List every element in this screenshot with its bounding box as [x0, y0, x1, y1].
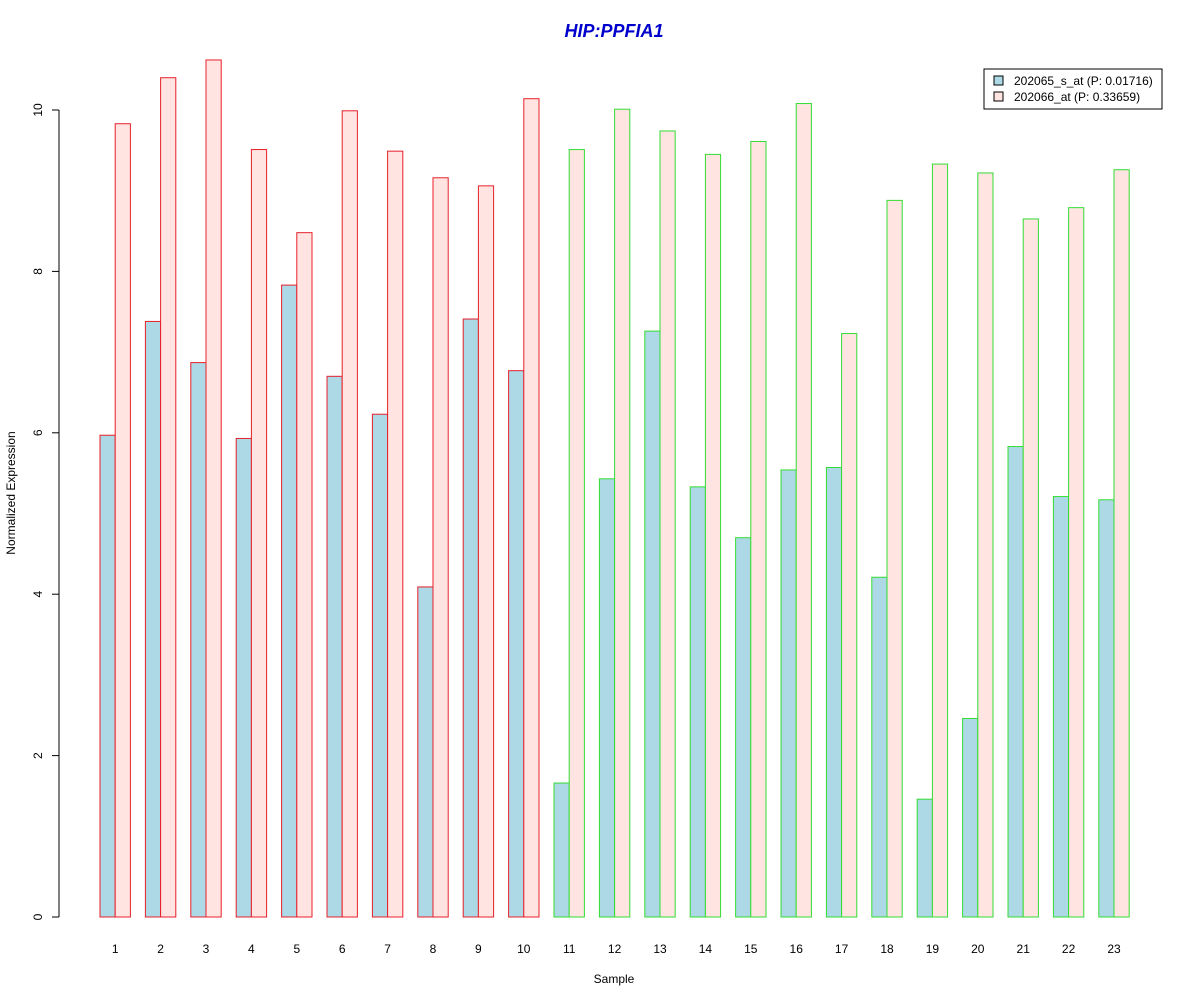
bar-series1-sample-19 — [916, 798, 933, 918]
legend-swatch — [993, 91, 1004, 102]
x-tick-label: 9 — [475, 942, 482, 956]
bar-series1-sample-6 — [326, 375, 343, 918]
y-tick-label: 4 — [31, 591, 45, 598]
legend-box — [983, 68, 1163, 110]
bar-series2-sample-14 — [704, 153, 722, 918]
x-tick-label: 6 — [339, 942, 346, 956]
bar-series1-sample-14 — [689, 486, 706, 918]
x-tick-label: 1 — [112, 942, 119, 956]
y-tick-label: 2 — [31, 752, 45, 759]
x-tick-label: 21 — [1017, 942, 1031, 956]
legend-label: 202065_s_at (P: 0.01716) — [1014, 74, 1153, 88]
x-axis-label: Sample — [594, 972, 635, 986]
chart-title: HIP:PPFIA1 — [564, 21, 663, 41]
bar-series2-sample-19 — [931, 163, 949, 918]
x-tick-label: 7 — [384, 942, 391, 956]
x-tick-label: 11 — [563, 942, 576, 956]
bar-series2-sample-21 — [1022, 218, 1039, 918]
x-tick-label: 16 — [790, 942, 804, 956]
bar-series2-sample-12 — [614, 108, 631, 918]
bar-series2-sample-11 — [568, 149, 585, 918]
bar-series1-sample-17 — [825, 467, 843, 918]
bar-series1-sample-15 — [735, 537, 752, 918]
bar-series1-sample-7 — [371, 413, 389, 918]
x-tick-labels: 1 2 3 4 5 6 7 8 9 10 11 12 13 14 15 16 17 18 19 20 21 22 23 — [112, 942, 1121, 956]
bar-series1-sample-22 — [1052, 496, 1070, 918]
bar-series1-sample-12 — [598, 478, 616, 918]
x-tick-label: 3 — [203, 942, 210, 956]
x-tick-label: 12 — [608, 942, 622, 956]
bar-series2-sample-22 — [1068, 207, 1085, 918]
x-tick-label: 22 — [1062, 942, 1076, 956]
bar-series2-sample-15 — [750, 140, 767, 918]
x-tick-label: 4 — [248, 942, 255, 956]
x-tick-label: 17 — [835, 942, 849, 956]
bar-series1-sample-1 — [99, 434, 116, 918]
bars — [99, 59, 1130, 918]
bar-series1-sample-10 — [508, 370, 525, 918]
bar-series2-sample-5 — [296, 232, 313, 918]
bar-series2-sample-8 — [432, 177, 449, 918]
y-tick-label: 6 — [31, 429, 45, 436]
y-axis: 0 2 4 6 8 10 — [31, 103, 60, 920]
bar-series1-sample-21 — [1007, 446, 1024, 918]
bar-series1-sample-20 — [962, 717, 979, 918]
bar-series1-sample-23 — [1098, 499, 1115, 918]
x-tick-label: 14 — [699, 942, 713, 956]
bar-series1-sample-9 — [462, 318, 479, 918]
bar-series1-sample-8 — [417, 586, 434, 918]
y-tick-label: 8 — [31, 268, 45, 275]
bar-series1-sample-3 — [190, 362, 207, 918]
bar-series2-sample-20 — [977, 172, 994, 918]
x-tick-label: 18 — [880, 942, 894, 956]
bar-series1-sample-16 — [780, 469, 797, 918]
bar-series2-sample-6 — [341, 110, 358, 918]
y-axis-label: Normalized Expression — [4, 431, 18, 554]
y-tick-label: 0 — [31, 913, 45, 920]
bar-series1-sample-13 — [644, 330, 661, 918]
x-tick-label: 8 — [430, 942, 437, 956]
y-tick-label: 10 — [31, 103, 45, 117]
x-tick-label: 13 — [653, 942, 667, 956]
x-tick-label: 2 — [157, 942, 164, 956]
bar-series2-sample-1 — [114, 123, 131, 918]
bar-series1-sample-18 — [871, 576, 888, 918]
x-tick-label: 10 — [517, 942, 531, 956]
bar-series2-sample-23 — [1113, 169, 1130, 918]
x-tick-label: 23 — [1107, 942, 1121, 956]
bar-series1-sample-4 — [235, 437, 252, 918]
legend: 202065_s_at (P: 0.01716) 202066_at (P: 0.… — [983, 68, 1163, 110]
bar-series2-sample-17 — [841, 333, 858, 918]
bar-series1-sample-2 — [144, 320, 162, 918]
legend-label: 202066_at (P: 0.33659) — [1014, 90, 1140, 104]
x-tick-label: 5 — [293, 942, 300, 956]
bar-series2-sample-16 — [795, 103, 812, 918]
bar-series2-sample-18 — [886, 199, 903, 918]
legend-swatch — [993, 75, 1004, 86]
x-tick-label: 20 — [971, 942, 985, 956]
bar-series2-sample-7 — [387, 150, 404, 918]
bar-series1-sample-5 — [281, 284, 298, 918]
bar-series2-sample-2 — [160, 77, 177, 918]
x-tick-label: 15 — [744, 942, 758, 956]
bar-series2-sample-9 — [477, 185, 495, 918]
bar-series2-sample-3 — [205, 59, 222, 918]
bar-series1-sample-11 — [553, 782, 570, 918]
bar-series2-sample-10 — [523, 98, 540, 918]
bar-series2-sample-4 — [250, 149, 268, 918]
bar-series2-sample-13 — [659, 130, 676, 918]
x-tick-label: 19 — [926, 942, 940, 956]
